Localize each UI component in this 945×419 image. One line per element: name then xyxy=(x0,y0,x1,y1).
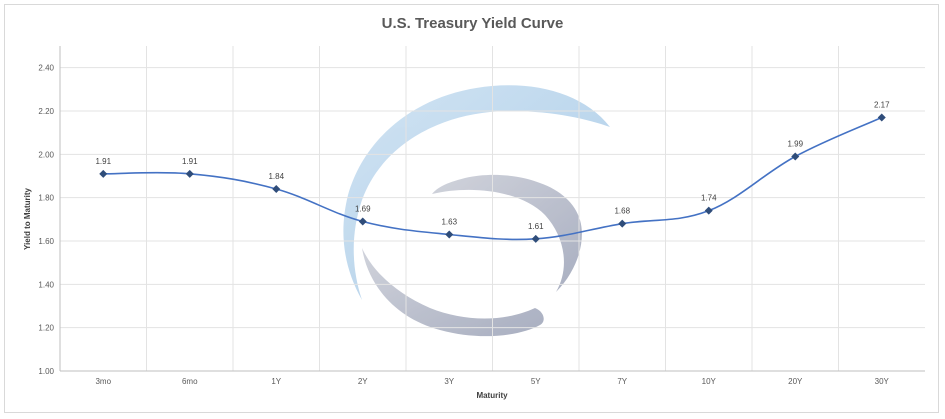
x-tick-label: 1Y xyxy=(271,377,281,386)
y-tick-label: 1.20 xyxy=(38,324,54,333)
data-label: 1.91 xyxy=(182,157,198,166)
y-tick-label: 1.80 xyxy=(38,194,54,203)
data-label: 1.91 xyxy=(95,157,111,166)
data-label: 1.68 xyxy=(614,207,630,216)
data-label: 1.61 xyxy=(528,222,544,231)
data-point-marker xyxy=(791,152,800,161)
data-point-marker xyxy=(358,217,367,226)
data-point-marker xyxy=(531,234,540,243)
x-tick-label: 3Y xyxy=(444,377,454,386)
data-point-marker xyxy=(445,230,454,239)
data-point-marker xyxy=(704,206,713,215)
x-tick-label: 5Y xyxy=(531,377,541,386)
y-tick-label: 2.20 xyxy=(38,107,54,116)
x-axis-label: Maturity xyxy=(476,391,508,400)
series-layer xyxy=(99,113,886,243)
x-tick-label: 7Y xyxy=(617,377,627,386)
data-point-marker xyxy=(877,113,886,122)
data-label: 1.74 xyxy=(701,194,717,203)
y-tick-label: 1.00 xyxy=(38,367,54,376)
y-tick-label: 2.40 xyxy=(38,64,54,73)
y-tick-label: 1.60 xyxy=(38,237,54,246)
x-tick-label: 2Y xyxy=(358,377,368,386)
x-tick-label: 20Y xyxy=(788,377,803,386)
data-label: 1.84 xyxy=(268,172,284,181)
series-line xyxy=(103,116,883,241)
chart-frame xyxy=(4,4,939,413)
y-tick-label: 1.40 xyxy=(38,280,54,289)
data-point-marker xyxy=(185,169,194,178)
x-tick-label: 30Y xyxy=(875,377,890,386)
data-point-marker xyxy=(99,169,108,178)
y-axis-label: Yield to Maturity xyxy=(23,187,32,249)
data-label: 1.63 xyxy=(441,218,457,227)
data-point-marker xyxy=(272,185,281,193)
axes xyxy=(59,46,925,372)
gridlines xyxy=(60,46,925,371)
x-tick-label: 10Y xyxy=(702,377,717,386)
chart-title: U.S. Treasury Yield Curve xyxy=(381,15,564,32)
data-label: 1.69 xyxy=(355,205,371,214)
x-tick-label: 3mo xyxy=(95,377,111,386)
data-label: 1.99 xyxy=(787,140,803,149)
y-tick-label: 2.00 xyxy=(38,150,54,159)
data-label: 2.17 xyxy=(874,101,890,110)
data-point-marker xyxy=(618,219,627,228)
labels-layer: 1.00 1.20 1.40 1.60 1.80 2.00 2.20 2.40 3mo 6mo 1Y… xyxy=(38,64,890,386)
watermark-logo xyxy=(343,85,610,337)
x-tick-label: 6mo xyxy=(182,377,198,386)
